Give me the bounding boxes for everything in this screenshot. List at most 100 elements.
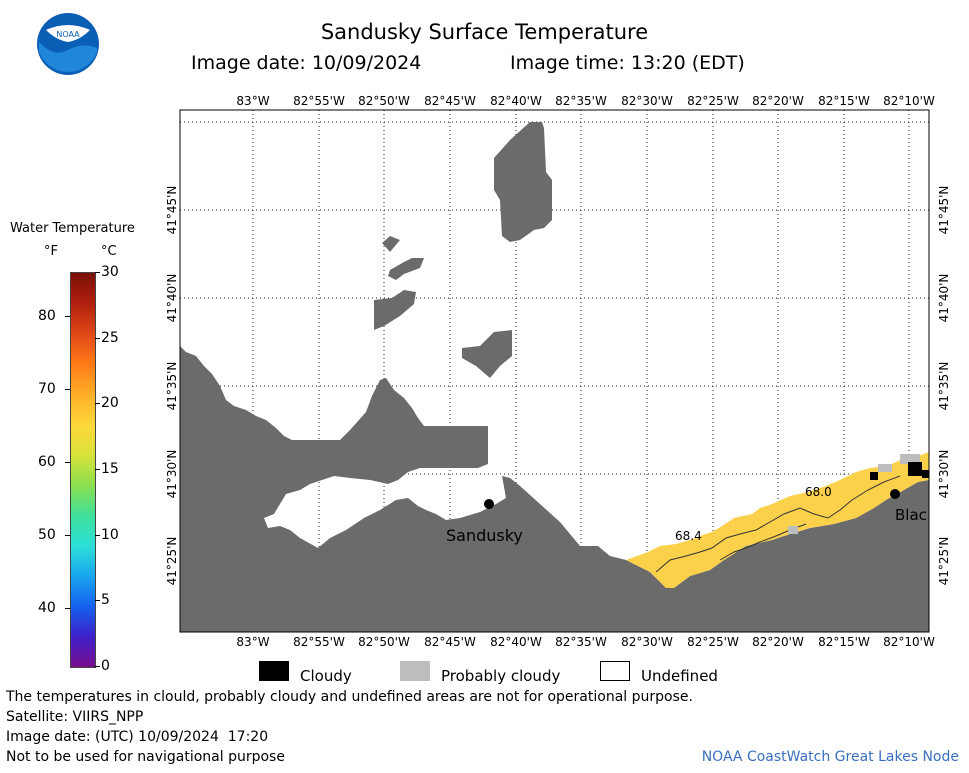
lon-label-top: 82°15'W: [818, 94, 870, 108]
colorbar-c-label: 0: [101, 658, 110, 674]
island-kelleys: [374, 290, 416, 330]
right-latitude-labels: 41°45'N 41°40'N 41°35'N 41°30'N 41°25'N: [937, 186, 951, 586]
lon-label-bottom: 82°45'W: [424, 635, 476, 649]
noaa-logo-text: NOAA: [56, 30, 80, 39]
warm-water-band: [626, 452, 929, 588]
colorbar-c-tick: [95, 666, 100, 667]
map-frame: [179, 109, 930, 633]
lon-label-top: 82°45'W: [424, 94, 476, 108]
colorbar-c-label: 20: [101, 395, 119, 412]
lon-label-top: 82°35'W: [555, 94, 607, 108]
colorbar-unit-c: °C: [101, 244, 117, 259]
cloudy-area: [870, 472, 878, 480]
colorbar-f-tick: [65, 607, 70, 609]
colorbar-f-label: 40: [38, 599, 56, 616]
temperature-label-680: 68.0: [805, 485, 832, 499]
colorbar-unit-f: °F: [44, 244, 58, 259]
colorbar-title: Water Temperature: [10, 221, 135, 236]
lat-label-left: 41°45'N: [165, 186, 179, 235]
legend-cloudy-swatch: [259, 661, 289, 681]
probably-cloudy-area: [900, 454, 920, 464]
footer-disclaimer: The temperatures in clould, probably clo…: [6, 689, 693, 705]
colorbar-c-tick: [95, 600, 100, 602]
colorbar-c-tick: [95, 403, 100, 405]
footer-utc-date: Image date: (UTC) 10/09/2024 17:20: [6, 729, 269, 745]
cloudy-area: [908, 462, 922, 476]
pelee-island: [494, 122, 552, 242]
legend-cloudy-label: Cloudy: [300, 667, 352, 685]
probably-cloudy-area: [878, 464, 892, 472]
black-river-label: Blac: [895, 506, 927, 524]
colorbar-c-label: 30: [101, 264, 119, 280]
lon-label-bottom: 82°35'W: [555, 635, 607, 649]
colorbar-c-label: 5: [101, 592, 110, 609]
colorbar-c-tick: [95, 469, 100, 470]
legend-probably-cloudy-label: Probably cloudy: [441, 667, 561, 685]
temperature-label-684: 68.4: [675, 529, 702, 543]
colorbar-f-tick: [65, 388, 70, 390]
lon-label-bottom: 82°30'W: [621, 635, 673, 649]
colorbar-c-tick: [95, 534, 100, 536]
lon-label-top: 82°25'W: [687, 94, 739, 108]
lon-label-top: 82°55'W: [293, 94, 345, 108]
lon-label-bottom: 82°10'W: [883, 635, 935, 649]
sandusky-label: Sandusky: [446, 526, 523, 545]
lon-label-bottom: 83°W: [236, 635, 269, 649]
top-longitude-labels: 83°W 82°55'W 82°50'W 82°45'W 82°40'W 82°…: [236, 94, 935, 108]
lon-label-bottom: 82°15'W: [818, 635, 870, 649]
image-date-label: Image date: 10/09/2024: [191, 52, 422, 74]
probably-cloudy-area: [788, 526, 798, 534]
colorbar-f-tick: [65, 461, 70, 463]
island-bass: [462, 330, 512, 378]
sandusky-marker: [484, 499, 494, 509]
bottom-longitude-labels: 83°W 82°55'W 82°50'W 82°45'W 82°40'W 82°…: [236, 635, 935, 649]
colorbar-c-tick: [95, 272, 100, 273]
image-time-label: Image time: 13:20 (EDT): [510, 52, 745, 74]
lat-label-right: 41°40'N: [937, 274, 951, 323]
legend-probably-cloudy-swatch: [400, 661, 430, 681]
lat-label-left: 41°30'N: [165, 450, 179, 499]
black-river-marker: [890, 489, 900, 499]
lat-label-left: 41°25'N: [165, 537, 179, 586]
colorbar-f-tick: [65, 315, 70, 317]
colorbar-f-tick: [65, 534, 70, 536]
lon-label-bottom: 82°40'W: [490, 635, 542, 649]
lat-label-right: 41°45'N: [937, 186, 951, 235]
lon-label-bottom: 82°25'W: [687, 635, 739, 649]
mainland: [180, 346, 929, 632]
left-latitude-labels: 41°45'N 41°40'N 41°35'N 41°30'N 41°25'N: [165, 186, 179, 586]
colorbar-c-label: 25: [101, 329, 119, 346]
footer-nav-warning: Not to be used for navigational purpose: [6, 749, 285, 765]
lat-label-left: 41°40'N: [165, 274, 179, 323]
lat-label-right: 41°30'N: [937, 450, 951, 499]
colorbar-c-label: 10: [101, 526, 119, 543]
cloudy-area: [922, 470, 929, 478]
lat-label-right: 41°35'N: [937, 362, 951, 411]
legend-undefined-label: Undefined: [641, 667, 718, 685]
colorbar-f-label: 70: [38, 380, 56, 397]
colorbar-f-label: 80: [38, 307, 56, 324]
island-small-2: [388, 258, 424, 280]
lon-label-top: 82°20'W: [752, 94, 804, 108]
temperature-contour: [655, 475, 901, 573]
colorbar-f-label: 60: [38, 453, 56, 470]
footer-satellite: Satellite: VIIRS_NPP: [6, 709, 144, 725]
colorbar-c-tick: [95, 337, 100, 339]
footer-credit: NOAA CoastWatch Great Lakes Node: [701, 749, 959, 765]
colorbar-c-label: 15: [101, 461, 119, 477]
lat-label-left: 41°35'N: [165, 362, 179, 411]
noaa-logo: NOAA: [37, 13, 99, 75]
lon-label-bottom: 82°20'W: [752, 635, 804, 649]
lon-label-top: 82°50'W: [358, 94, 410, 108]
lon-label-top: 83°W: [236, 94, 269, 108]
page-title: Sandusky Surface Temperature: [320, 20, 649, 44]
lon-label-top: 82°10'W: [883, 94, 935, 108]
lon-label-top: 82°30'W: [621, 94, 673, 108]
lon-label-top: 82°40'W: [490, 94, 542, 108]
colorbar-f-label: 50: [38, 526, 56, 543]
lon-label-bottom: 82°55'W: [293, 635, 345, 649]
lat-label-right: 41°25'N: [937, 537, 951, 586]
legend-undefined-swatch: [600, 661, 630, 681]
